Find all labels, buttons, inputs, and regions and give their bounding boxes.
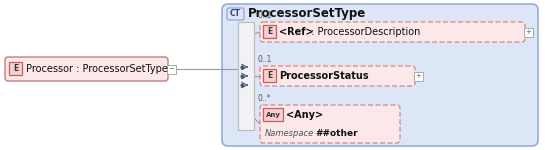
Text: Namespace: Namespace: [265, 129, 314, 138]
Text: <Any>: <Any>: [286, 110, 323, 120]
Text: −: −: [168, 66, 174, 72]
Bar: [524, 27, 533, 36]
Text: +: +: [525, 29, 531, 35]
FancyBboxPatch shape: [260, 105, 400, 143]
FancyBboxPatch shape: [260, 66, 415, 86]
Text: ProcessorSetType: ProcessorSetType: [248, 8, 366, 21]
Bar: [167, 64, 176, 74]
Bar: [263, 108, 283, 121]
Text: +: +: [416, 73, 421, 79]
Text: ##other: ##other: [315, 129, 358, 138]
FancyBboxPatch shape: [5, 57, 168, 81]
Text: CT: CT: [230, 9, 241, 18]
Bar: [9, 62, 22, 75]
Text: 0..*: 0..*: [258, 94, 271, 103]
Text: <Ref>: <Ref>: [279, 27, 313, 37]
FancyBboxPatch shape: [227, 8, 244, 20]
Text: E: E: [267, 27, 272, 36]
FancyBboxPatch shape: [260, 22, 525, 42]
Text: Processor : ProcessorSetType: Processor : ProcessorSetType: [26, 64, 168, 74]
Text: ProcessorStatus: ProcessorStatus: [279, 71, 368, 81]
Text: E: E: [267, 71, 272, 80]
Bar: [263, 25, 276, 38]
Text: Any: Any: [265, 111, 281, 117]
Bar: [414, 72, 423, 81]
FancyBboxPatch shape: [222, 4, 538, 146]
Text: 0..1: 0..1: [258, 55, 272, 64]
Text: E: E: [13, 64, 18, 73]
Text: : ProcessorDescription: : ProcessorDescription: [308, 27, 420, 37]
Bar: [263, 69, 276, 82]
Text: 0..1: 0..1: [258, 11, 272, 20]
Bar: [238, 22, 254, 130]
